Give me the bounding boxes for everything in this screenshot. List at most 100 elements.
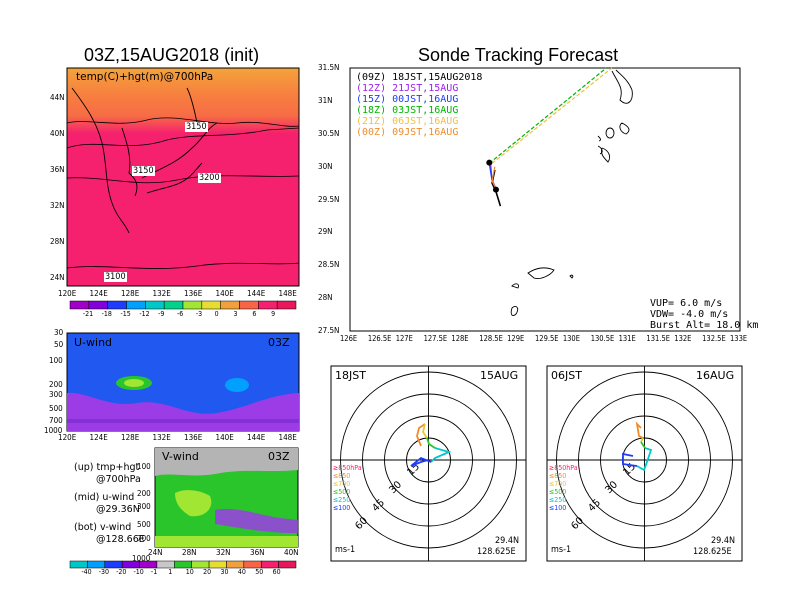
launch-point [492,186,499,193]
lat-tick-label: 32N [50,201,65,210]
hodo1-lat: 29.4N [495,536,520,546]
colorbar-label: -15 [120,310,131,318]
wind-trace [640,437,644,443]
level-legend: ≥850hPa [333,464,362,472]
level-legend: ≤850 [333,472,351,480]
lon-tick-label: 129E [507,334,525,343]
colorbar-label: -20 [116,568,127,576]
lat-tick-label: 28.5N [318,260,340,270]
colorbar-swatch [104,560,123,569]
lon-tick-label: 120E [58,289,77,298]
v-wind-label: V-wind [162,450,199,463]
colorbar-label: 10 [185,568,194,576]
pressure-tick-label: 700 [137,534,151,543]
launch-point [486,159,493,166]
lat-tick-label: 28N [182,548,197,557]
note-up-level: @700hPa [96,474,141,485]
pressure-tick-label: 300 [49,390,63,399]
lon-tick-label: 128E [451,334,469,343]
lon-tick-label: 140E [215,289,234,298]
lat-tick-label: 32N [216,548,231,557]
colorbar-swatch [208,560,227,569]
wind-trace [636,447,653,472]
pressure-tick-label: 1000 [44,426,63,435]
colorbar-label: -10 [133,568,144,576]
lat-tick-label: 31N [318,95,333,105]
v-wind-time: 03Z [268,450,290,463]
lon-tick-label: 128E [121,289,140,298]
temperature-colorbar [69,300,297,310]
lon-tick-label: 136E [184,289,203,298]
hodo2-lon: 128.625E [693,547,732,557]
colorbar-label: 60 [272,568,281,576]
note-bot-lon: @128.66E [96,534,145,545]
colorbar-label: -6 [177,310,184,318]
wind-trace [640,441,646,449]
lon-tick-label: 127E [395,334,413,343]
lon-tick-label: 132.5E [702,334,726,343]
colorbar-swatch [163,300,184,310]
lat-tick-label: 29.5N [318,194,340,204]
colorbar-swatch [182,300,203,310]
wind-trace [622,452,638,467]
note-mid-lat: @29.36N [96,504,140,515]
map-subtitle: temp(C)+hgt(m)@700hPa [76,71,214,83]
wind-trace [410,456,432,467]
level-legend: ≥850hPa [549,464,578,472]
lon-tick-label: 133E [730,334,748,343]
wind-colorbar [69,560,297,569]
lon-tick-label: 131.5E [646,334,670,343]
colorbar-label: -18 [101,310,112,318]
lon-tick-label: 132E [152,433,171,442]
colorbar-swatch [278,560,297,569]
lon-tick-label: 124E [89,433,108,442]
pressure-tick-label: 200 [137,489,151,498]
hodo2-time: 06JST [551,369,582,382]
hodo1-date: 15AUG [480,369,519,382]
colorbar-swatch [121,560,140,569]
level-legend: ≤250 [333,496,351,504]
colorbar-swatch [201,300,221,310]
lon-tick-label: 132E [674,334,692,343]
lon-tick-label: 120E [58,433,77,442]
level-legend: ≤700 [549,480,567,488]
pressure-tick-label: 700 [49,416,63,425]
pressure-tick-label: 200 [49,380,63,389]
hodo1-time: 18JST [335,369,366,382]
colorbar-swatch [243,560,262,569]
vup-value: VUP= 6.0 m/s [650,298,723,309]
colorbar-label: -1 [150,568,158,576]
hodo1-unit: ms-1 [335,545,356,555]
legend-entry: (00Z) 09JST,16AUG [356,127,459,138]
wind-trace [422,423,428,439]
lat-tick-label: 29N [318,227,333,237]
colorbar-label: 30 [220,568,229,576]
tracking-map [349,67,741,332]
lon-tick-label: 132E [152,289,171,298]
vdw-value: VDW= -4.0 m/s [650,309,729,320]
hodo2-date: 16AUG [696,369,735,382]
contour-label: 3200 [198,173,221,183]
lat-tick-label: 40N [50,129,65,138]
lat-tick-label: 28N [318,293,333,303]
temperature-map [66,67,300,287]
legend-entry: (15Z) 00JST,16AUG [356,94,459,105]
u-wind-time: 03Z [268,336,290,349]
colorbar-swatch [260,560,279,569]
lat-tick-label: 31.5N [318,63,340,72]
pressure-tick-label: 500 [137,520,151,529]
wind-trace [416,423,426,447]
lon-tick-label: 140E [215,433,234,442]
level-legend: ≤700 [333,480,351,488]
colorbar-label: 6 [252,310,257,318]
contour-label: 3150 [185,122,208,132]
lon-tick-label: 144E [247,289,266,298]
lon-tick-label: 144E [247,433,266,442]
pressure-tick-label: 1000 [132,554,151,563]
level-legend: ≤100 [549,504,567,512]
lon-tick-label: 129.5E [535,334,559,343]
lon-tick-label: 130E [562,334,580,343]
contour-label: 3150 [132,166,155,176]
v-wind-panel [154,447,299,548]
